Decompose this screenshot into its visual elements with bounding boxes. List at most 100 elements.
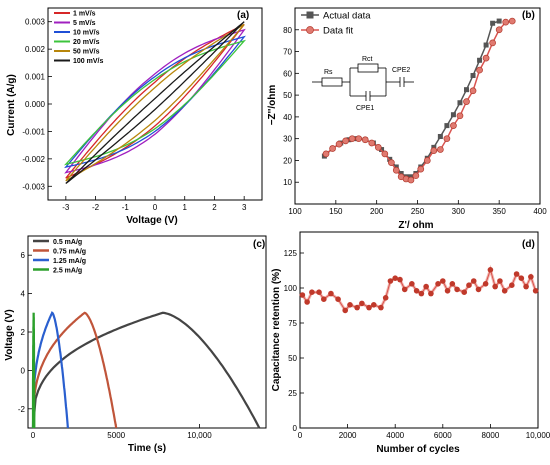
actual-data-point <box>470 73 476 79</box>
legend-marker <box>306 26 314 34</box>
panel-b: 100 150 200 250 300 350 400 10 20 30 40 50 60 70 80 (b… <box>267 7 547 231</box>
x-tick-label: 1 <box>182 203 187 212</box>
x-tick-label: 200 <box>370 207 384 216</box>
legend-label: 0.5 mA/g <box>53 239 82 246</box>
retention-point <box>370 302 377 308</box>
legend-label: 0.75 mA/g <box>53 248 86 255</box>
panel-d-axes: 0 2000 4000 6000 8000 10,000 0 25 50 75 100 125 <box>284 231 550 440</box>
retention-point <box>440 278 446 284</box>
panel-c-curves <box>31 311 261 429</box>
data-fit-point <box>476 66 483 74</box>
y-tick-label: 80 <box>283 26 292 35</box>
y-tick-label: -2 <box>18 405 26 414</box>
actual-data-line <box>323 20 500 178</box>
actual-data-point <box>457 100 463 106</box>
x-tick-label: 300 <box>452 207 466 216</box>
y-tick-label: 0.001 <box>25 73 46 82</box>
circuit-label-cpe1: CPE1 <box>356 105 374 112</box>
panel-b-legend: Actual data Data fit <box>301 11 371 37</box>
retention-point <box>492 283 498 290</box>
retention-point <box>309 289 315 296</box>
panel-b-ylabel: −Z''/ohm <box>267 85 278 126</box>
retention-point <box>342 307 349 314</box>
data-fit-point <box>502 18 510 26</box>
panel-a-ylabel: Current (A/g) <box>6 74 17 136</box>
retention-point <box>461 289 468 296</box>
data-fit-point <box>469 87 477 95</box>
retention-point <box>347 302 353 308</box>
y-tick-label: 50 <box>288 354 297 363</box>
retention-point <box>366 304 372 311</box>
x-tick-label: 6000 <box>434 431 452 440</box>
retention-point <box>428 290 434 297</box>
y-tick-label: 125 <box>284 249 298 258</box>
x-tick-label: 10,000 <box>187 431 212 440</box>
data-fit-point <box>430 147 438 154</box>
retention-point <box>509 282 515 289</box>
cv-loop-100-mV-s <box>65 21 245 185</box>
data-fit-point <box>361 136 369 144</box>
data-fit-point <box>463 98 470 105</box>
y-tick-label: 75 <box>288 319 297 328</box>
retention-point <box>413 288 420 294</box>
retention-point <box>392 275 399 282</box>
panel-a-xlabel: Voltage (V) <box>126 215 177 226</box>
data-fit-point <box>329 145 336 152</box>
x-tick-label: 0 <box>31 431 36 440</box>
retention-point <box>532 288 539 294</box>
actual-data-point <box>496 18 502 24</box>
data-fit-point <box>437 146 444 153</box>
data-fit-point <box>335 140 343 148</box>
actual-data-point <box>477 57 483 63</box>
data-fit-point <box>381 150 389 158</box>
actual-data-point <box>444 123 450 129</box>
retention-point <box>418 290 425 297</box>
x-tick-label: 400 <box>533 207 547 216</box>
x-tick-label: 0 <box>153 203 158 212</box>
panel-c-axes: 0 5000 10,000 -2 0 2 4 6 <box>18 235 267 440</box>
panel-c-xlabel: Time (s) <box>128 443 166 454</box>
data-fit-point <box>374 144 382 151</box>
y-tick-label: 0 <box>293 424 298 433</box>
y-tick-label: 0.000 <box>25 100 46 109</box>
data-fit-point <box>489 39 496 47</box>
data-fit-point <box>342 137 349 145</box>
data-fit-point <box>443 135 451 143</box>
retention-point <box>378 304 384 311</box>
retention-point <box>401 286 408 293</box>
x-tick-label: 10,000 <box>526 431 550 440</box>
gcd-curve <box>31 311 261 429</box>
panel-a-label: (a) <box>237 10 249 21</box>
y-tick-label: 0.003 <box>25 18 46 27</box>
data-fit-point <box>482 54 490 62</box>
legend-label: 5 mV/s <box>73 20 96 27</box>
panel-a-curves <box>63 21 247 185</box>
legend-label: 1.25 mA/g <box>53 258 86 265</box>
panel-c-label: (c) <box>253 239 265 250</box>
panel-a-axes: -3 -2 -1 0 1 2 3 -0.003 -0.002 -0.001 0.000 0.001 0.… <box>22 7 263 212</box>
retention-point <box>304 299 310 305</box>
retention-point <box>449 281 456 287</box>
retention-point <box>387 278 394 284</box>
x-tick-label: 0 <box>298 431 303 440</box>
x-tick-label: -2 <box>92 203 100 212</box>
x-tick-label: 4000 <box>386 431 404 440</box>
panel-b-curves <box>321 17 516 184</box>
retention-point <box>382 295 389 301</box>
y-tick-label: 10 <box>283 178 292 187</box>
data-fit-point <box>417 165 425 173</box>
x-tick-label: 350 <box>492 207 506 216</box>
legend-label: 20 mV/s <box>73 39 100 46</box>
panel-c-legend: 0.5 mA/g 0.75 mA/g 1.25 mA/g 2.5 mA/g <box>33 239 86 274</box>
retention-point <box>466 282 472 289</box>
x-tick-label: 100 <box>288 207 302 216</box>
y-tick-label: 4 <box>21 290 26 299</box>
y-tick-label: 0 <box>21 366 26 375</box>
y-tick-label: -0.003 <box>22 182 45 191</box>
x-tick-label: 3 <box>242 203 247 212</box>
y-tick-label: 0.002 <box>25 45 46 54</box>
circuit-label-rct: Rct <box>362 56 373 63</box>
retention-point <box>435 281 441 287</box>
retention-point <box>354 304 360 311</box>
panel-a-legend: 1 mV/s 5 mV/s 10 mV/s 20 mV/s 50 mV/s 100 mV/… <box>54 11 103 65</box>
